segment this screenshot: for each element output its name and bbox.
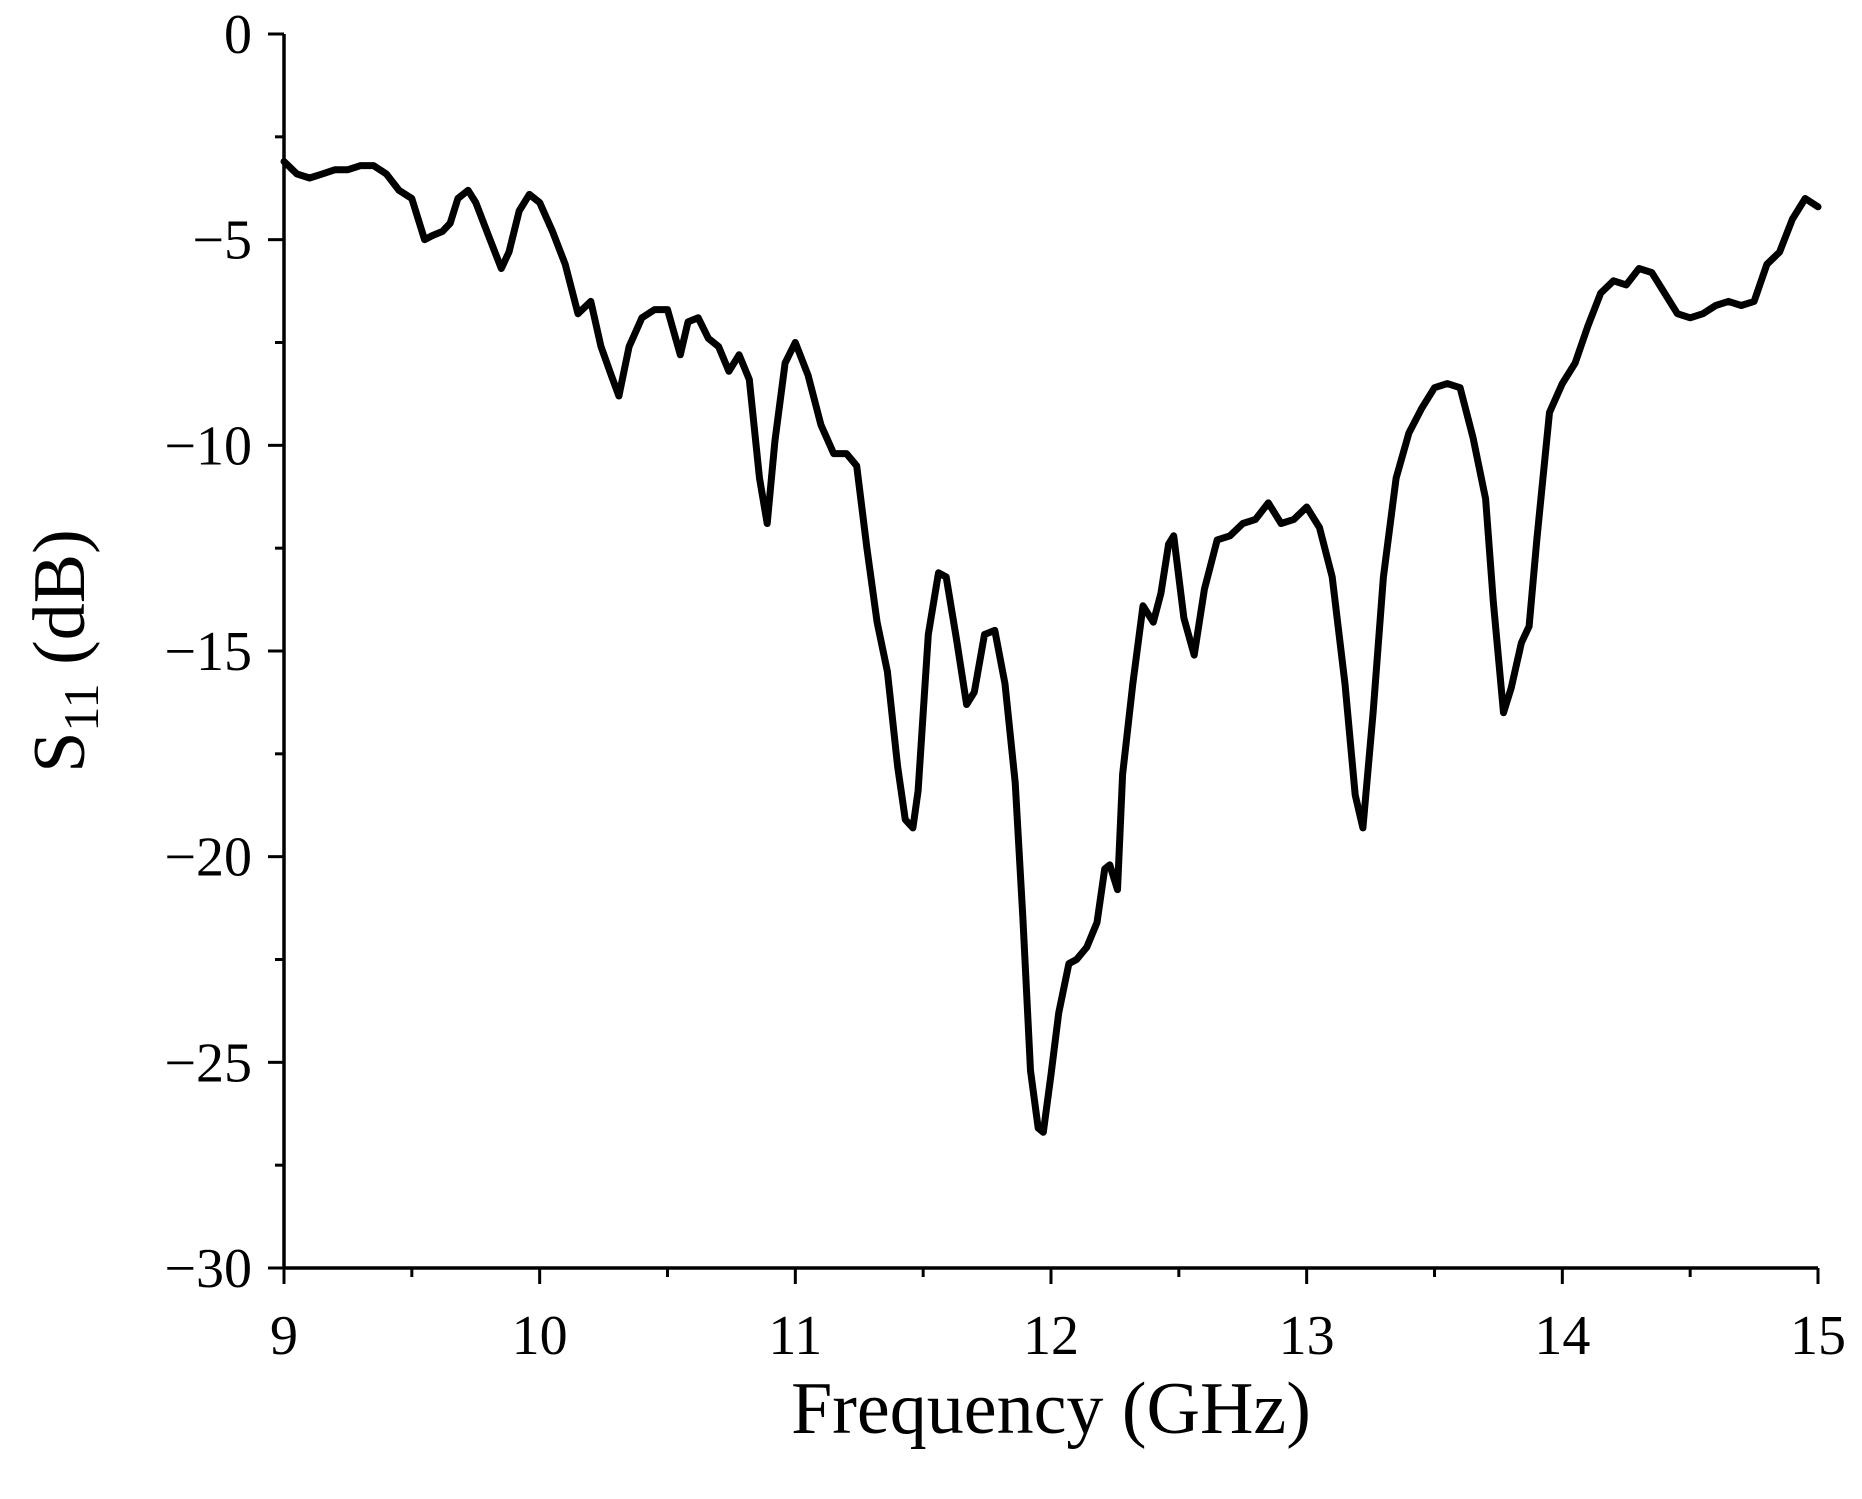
y-tick-label: −15 bbox=[164, 621, 252, 683]
y-axis-title: S11 (dB) bbox=[19, 529, 109, 772]
s11-series-line bbox=[280, 158, 1822, 1136]
x-tick-label: 10 bbox=[512, 1305, 568, 1367]
y-tick-label: −10 bbox=[164, 415, 252, 477]
x-tick-label: 14 bbox=[1534, 1305, 1590, 1367]
y-tick-label: −30 bbox=[164, 1238, 252, 1300]
x-tick-label: 9 bbox=[270, 1305, 298, 1367]
axis-ticks bbox=[268, 32, 1820, 1284]
y-tick-label: −20 bbox=[164, 827, 252, 889]
x-axis-title: Frequency (GHz) bbox=[791, 1368, 1311, 1450]
plot-area bbox=[280, 158, 1822, 1136]
axis-tick-labels: 9 10 11 12 13 14 15 0 −5 −10 −15 −20 −25 −30 bbox=[164, 4, 1846, 1367]
x-tick-label: 11 bbox=[768, 1305, 822, 1367]
y-axis-title-subscript: 11 bbox=[53, 683, 109, 731]
x-tick-label: 15 bbox=[1790, 1305, 1846, 1367]
y-axis-title-unit: (dB) bbox=[19, 529, 101, 683]
y-tick-label: −25 bbox=[164, 1032, 252, 1094]
x-tick-label: 12 bbox=[1023, 1305, 1079, 1367]
y-tick-label: 0 bbox=[224, 4, 252, 66]
x-tick-label: 13 bbox=[1279, 1305, 1335, 1367]
y-axis-title-main: S bbox=[19, 732, 101, 773]
y-tick-label: −5 bbox=[192, 210, 252, 272]
